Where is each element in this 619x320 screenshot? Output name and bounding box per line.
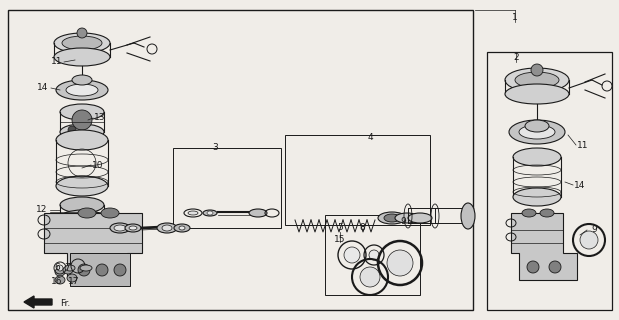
- Ellipse shape: [96, 264, 108, 276]
- FancyArrow shape: [24, 296, 52, 308]
- Text: 11: 11: [578, 140, 589, 149]
- Ellipse shape: [54, 33, 110, 53]
- Ellipse shape: [55, 268, 65, 276]
- Bar: [285, 135, 430, 225]
- Ellipse shape: [344, 247, 360, 263]
- Text: 15: 15: [334, 236, 346, 244]
- Ellipse shape: [179, 226, 185, 230]
- Ellipse shape: [207, 211, 213, 215]
- Ellipse shape: [519, 125, 555, 139]
- Ellipse shape: [174, 224, 190, 232]
- Ellipse shape: [56, 176, 108, 196]
- Ellipse shape: [57, 265, 63, 271]
- Ellipse shape: [54, 48, 110, 66]
- Text: 6: 6: [54, 263, 60, 273]
- Ellipse shape: [78, 264, 90, 276]
- Ellipse shape: [395, 213, 419, 223]
- Bar: [8, 10, 473, 310]
- Ellipse shape: [505, 68, 569, 92]
- Bar: [173, 148, 281, 228]
- Text: 8: 8: [359, 223, 365, 233]
- Ellipse shape: [125, 224, 141, 232]
- Polygon shape: [511, 213, 577, 280]
- Ellipse shape: [527, 261, 539, 273]
- Text: 17: 17: [68, 277, 80, 286]
- Ellipse shape: [203, 210, 217, 216]
- Text: Fr.: Fr.: [60, 299, 70, 308]
- Ellipse shape: [66, 84, 98, 96]
- Text: 9: 9: [591, 226, 597, 235]
- Text: 7: 7: [64, 263, 70, 273]
- Ellipse shape: [114, 264, 126, 276]
- Ellipse shape: [78, 208, 96, 218]
- Ellipse shape: [360, 267, 380, 287]
- Ellipse shape: [65, 265, 75, 271]
- Ellipse shape: [188, 211, 198, 215]
- Ellipse shape: [80, 265, 92, 271]
- Ellipse shape: [77, 28, 87, 38]
- Text: 4: 4: [367, 133, 373, 142]
- Ellipse shape: [387, 250, 413, 276]
- Text: 13: 13: [94, 114, 106, 123]
- Ellipse shape: [72, 75, 92, 85]
- Ellipse shape: [249, 209, 267, 217]
- Ellipse shape: [63, 266, 73, 274]
- Ellipse shape: [60, 124, 104, 140]
- Ellipse shape: [549, 261, 561, 273]
- Text: 5: 5: [337, 223, 343, 233]
- Text: 11: 11: [51, 58, 63, 67]
- Polygon shape: [70, 253, 130, 286]
- Ellipse shape: [408, 213, 432, 223]
- Ellipse shape: [513, 148, 561, 166]
- Polygon shape: [44, 213, 142, 278]
- Text: 3: 3: [212, 143, 218, 153]
- Ellipse shape: [509, 120, 565, 144]
- Ellipse shape: [525, 120, 549, 132]
- Text: 16: 16: [51, 277, 63, 286]
- Ellipse shape: [540, 209, 554, 217]
- Ellipse shape: [62, 36, 102, 50]
- Ellipse shape: [157, 223, 177, 233]
- Ellipse shape: [461, 203, 475, 229]
- Text: 10: 10: [92, 161, 104, 170]
- Ellipse shape: [67, 274, 77, 282]
- Ellipse shape: [515, 72, 559, 88]
- Ellipse shape: [60, 210, 104, 226]
- Ellipse shape: [580, 231, 598, 249]
- Ellipse shape: [72, 110, 92, 130]
- Bar: [487, 52, 612, 310]
- Text: 12: 12: [37, 205, 48, 214]
- Ellipse shape: [378, 212, 406, 224]
- Ellipse shape: [56, 130, 108, 150]
- Ellipse shape: [56, 80, 108, 100]
- Ellipse shape: [55, 276, 65, 284]
- Text: 2: 2: [513, 52, 519, 61]
- Ellipse shape: [129, 226, 137, 230]
- Bar: [325, 215, 420, 295]
- Ellipse shape: [162, 225, 172, 231]
- Ellipse shape: [68, 126, 76, 134]
- Ellipse shape: [522, 209, 536, 217]
- Ellipse shape: [60, 104, 104, 120]
- Ellipse shape: [531, 64, 543, 76]
- Ellipse shape: [384, 214, 400, 222]
- Ellipse shape: [101, 208, 119, 218]
- Text: 14: 14: [574, 180, 586, 189]
- Text: 1: 1: [512, 13, 518, 22]
- Text: 14: 14: [37, 84, 49, 92]
- Ellipse shape: [513, 188, 561, 206]
- Ellipse shape: [110, 223, 130, 233]
- Ellipse shape: [114, 225, 126, 231]
- Ellipse shape: [60, 197, 104, 213]
- Ellipse shape: [505, 84, 569, 104]
- Ellipse shape: [369, 250, 379, 260]
- Text: 9: 9: [400, 218, 406, 227]
